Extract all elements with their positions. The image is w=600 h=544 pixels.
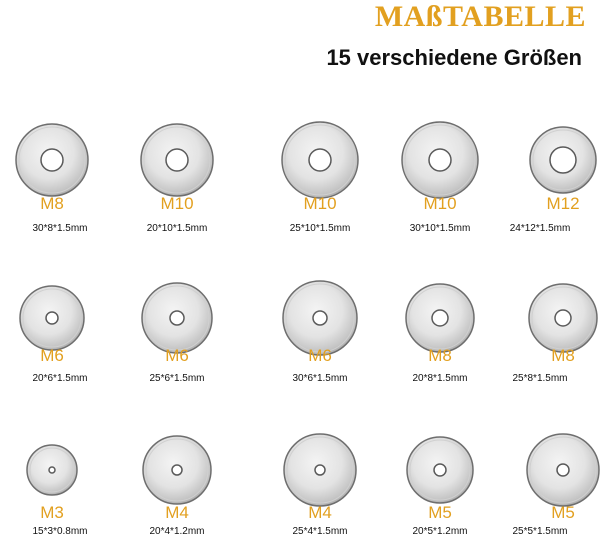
washer-hole [549, 146, 577, 174]
washer-dimension-label: 20*10*1.5mm [146, 223, 208, 234]
washer-size-label: M10 [160, 194, 194, 213]
washer-size-label: M4 [308, 503, 332, 522]
washer-rim [408, 286, 472, 350]
washer-size-label: M5 [551, 503, 575, 522]
washer-hole [433, 463, 447, 477]
washer-rim [284, 124, 356, 196]
washer-size-label: M6 [40, 346, 64, 365]
washer-m8-10 [528, 283, 598, 353]
washer-hole [428, 148, 452, 172]
washer-hole [556, 463, 570, 477]
washer-m10-3 [281, 121, 359, 199]
washer-m10-2 [140, 123, 214, 197]
washer-m8-9 [405, 283, 475, 353]
washer-dimension-label: 30*6*1.5mm [292, 373, 348, 384]
washer-size-label: M3 [40, 503, 64, 522]
washer-hole [314, 464, 326, 476]
washer-m6-6 [19, 285, 85, 351]
washer-m6-7 [141, 282, 213, 354]
washer-rim [531, 286, 595, 350]
washer-rim [22, 288, 82, 348]
washer-size-label: M8 [428, 346, 452, 365]
washer-dimension-label: 20*8*1.5mm [412, 373, 468, 384]
washer-size-label: M6 [165, 346, 189, 365]
washer-size-label: M10 [423, 194, 457, 213]
washer-dimension-label: 25*10*1.5mm [289, 223, 351, 234]
washer-m12-5 [529, 126, 597, 194]
washer-dimension-label: 24*12*1.5mm [509, 223, 571, 234]
washer-hole [40, 148, 64, 172]
washer-size-label: M10 [303, 194, 337, 213]
washer-hole [554, 309, 572, 327]
washer-m10-4 [401, 121, 479, 199]
washer-size-label: M4 [165, 503, 189, 522]
washer-dimension-label: 20*6*1.5mm [32, 373, 88, 384]
page-title: MAßTABELLE [374, 0, 586, 33]
washer-size-label: M8 [551, 346, 575, 365]
washer-dimension-label: 20*5*1.2mm [412, 526, 468, 537]
washer-rim [285, 283, 355, 353]
washer-rim [145, 438, 209, 502]
washer-rim [144, 285, 210, 351]
washer-size-label: M6 [308, 346, 332, 365]
washer-rim [529, 436, 597, 504]
washer-hole [165, 148, 189, 172]
washer-hole [431, 309, 449, 327]
washer-dimension-label: 25*6*1.5mm [149, 373, 205, 384]
washer-m8-1 [15, 123, 89, 197]
washer-rim [532, 129, 594, 191]
washer-hole [312, 310, 328, 326]
washer-hole [171, 464, 183, 476]
washer-m3-11 [26, 444, 78, 496]
washer-rim [143, 126, 211, 194]
washer-hole [308, 148, 332, 172]
washer-rim [404, 124, 476, 196]
washer-m6-8 [282, 280, 358, 356]
washer-size-label: M12 [546, 194, 580, 213]
washer-dimension-label: 25*8*1.5mm [512, 373, 568, 384]
washer-rim [286, 436, 354, 504]
washer-hole [45, 311, 59, 325]
washer-rim [29, 447, 75, 493]
washer-dimension-label: 30*8*1.5mm [32, 223, 88, 234]
washer-dimension-label: 15*3*0.8mm [32, 526, 88, 537]
washer-size-label: M8 [40, 194, 64, 213]
washer-m5-14 [406, 436, 474, 504]
washer-hole [48, 466, 56, 474]
washer-hole [169, 310, 185, 326]
washer-dimension-label: 25*5*1.5mm [512, 526, 568, 537]
washer-dimension-label: 25*4*1.5mm [292, 526, 348, 537]
page-subtitle: 15 verschiedene Größen [326, 45, 582, 70]
washer-rim [409, 439, 471, 501]
washer-rim [18, 126, 86, 194]
washer-m4-12 [142, 435, 212, 505]
washer-size-label: M5 [428, 503, 452, 522]
washer-m4-13 [283, 433, 357, 507]
washer-dimension-label: 20*4*1.2mm [149, 526, 205, 537]
washer-m5-15 [526, 433, 600, 507]
washer-dimension-label: 30*10*1.5mm [409, 223, 471, 234]
